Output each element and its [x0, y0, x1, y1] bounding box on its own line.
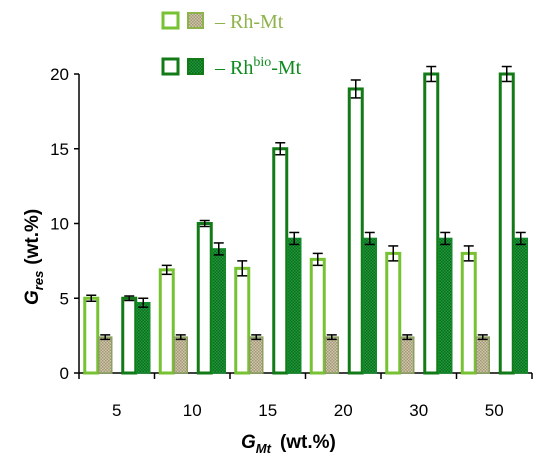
bar-series-2-10 [173, 336, 188, 374]
error-bar [289, 231, 300, 246]
legend-entry-1: – Rh-Mt [161, 11, 284, 33]
x-tick-label: 50 [485, 401, 504, 420]
x-tick-label: 5 [112, 401, 121, 420]
legend-1-base: Rh [230, 11, 253, 33]
error-bar [275, 142, 286, 156]
bar-series-4-30 [438, 237, 453, 374]
bar-series-4-5 [136, 301, 151, 374]
bar-series-4-15 [287, 237, 302, 374]
bar-series-1-20 [309, 257, 326, 375]
legend-swatch-open [161, 57, 180, 76]
legend-2-base: Rh [230, 57, 253, 79]
y-tick-label: 0 [60, 364, 69, 383]
bar-series-2-15 [249, 336, 264, 374]
error-bar [477, 334, 488, 341]
legend-swatch-hatched [187, 58, 204, 75]
legend-label-1: – Rh-Mt [214, 11, 284, 33]
error-bar [175, 334, 186, 341]
bar-series-3-50 [498, 72, 515, 375]
y-tick-label: 15 [50, 140, 69, 159]
y-title-main: G [22, 290, 43, 305]
legend-2-sup: bio [253, 55, 271, 70]
x-ticks: 5 10 15 20 30 50 [78, 373, 533, 420]
bar-series-4-10 [211, 248, 226, 374]
x-title-sub: Mt [256, 441, 272, 456]
bar-series-3-20 [347, 87, 364, 375]
error-bar [388, 245, 399, 262]
legend-swatch-open [161, 11, 180, 30]
error-bar [515, 231, 526, 246]
bar-series-3-30 [423, 72, 440, 375]
y-axis-title: Gres (wt.%) [22, 209, 46, 305]
error-bar [124, 295, 135, 302]
x-tick-label: 20 [334, 401, 353, 420]
error-bar [364, 231, 375, 246]
bar-series-2-20 [324, 336, 339, 374]
bar-series-1-15 [234, 266, 251, 375]
error-bar [350, 79, 361, 99]
error-bars [86, 65, 526, 341]
x-tick-label: 15 [258, 401, 277, 420]
error-bar [312, 252, 323, 267]
legend-2-suffix: -Mt [271, 57, 301, 79]
bar-series-2-50 [475, 336, 490, 374]
y-tick-label: 20 [50, 65, 69, 84]
legend-swatch-hatched [187, 12, 204, 29]
bar-series-3-5 [121, 296, 138, 375]
error-bar [237, 260, 248, 277]
error-bar [86, 294, 97, 302]
bar-series-2-30 [400, 336, 415, 374]
legend: – Rh-Mt – Rhbio-Mt [161, 11, 302, 79]
x-title-main: G [241, 432, 256, 453]
bar-series-3-10 [196, 222, 213, 375]
error-bar [199, 219, 210, 228]
bar-series-1-5 [83, 296, 100, 375]
bar-series-2-5 [98, 336, 113, 374]
bar-series-3-15 [272, 147, 289, 375]
legend-entry-2: – Rhbio-Mt [161, 55, 302, 79]
error-bar [326, 334, 337, 341]
y-tick-label: 10 [50, 215, 69, 234]
bar-series-1-30 [385, 251, 402, 375]
error-bar [426, 65, 437, 83]
x-title-unit: (wt.%) [280, 432, 336, 453]
bar-series-4-50 [513, 237, 528, 374]
x-axis-title: GMt (wt.%) [241, 432, 336, 456]
y-ticks: 0 5 10 15 20 [50, 65, 79, 383]
error-bar [440, 231, 451, 246]
legend-1-prefix: – [214, 11, 230, 33]
error-bar [501, 65, 512, 83]
error-bar [251, 334, 262, 341]
error-bar [402, 334, 413, 341]
error-bar [161, 264, 172, 276]
legend-2-prefix: – [214, 57, 230, 79]
error-bar [463, 245, 474, 262]
bar-series-1-10 [158, 268, 175, 375]
legend-1-suffix: -Mt [253, 11, 283, 33]
error-bar [213, 242, 224, 256]
y-tick-label: 5 [60, 289, 69, 308]
error-bar [100, 334, 111, 341]
x-tick-label: 30 [409, 401, 428, 420]
y-title-sub: res [31, 271, 46, 291]
bar-series-4-20 [362, 237, 377, 374]
bar-series-1-50 [460, 251, 477, 375]
error-bar [138, 297, 149, 308]
bars [83, 72, 528, 375]
legend-label-2: – Rhbio-Mt [214, 55, 302, 79]
y-title-unit: (wt.%) [22, 209, 43, 265]
x-tick-label: 10 [183, 401, 202, 420]
